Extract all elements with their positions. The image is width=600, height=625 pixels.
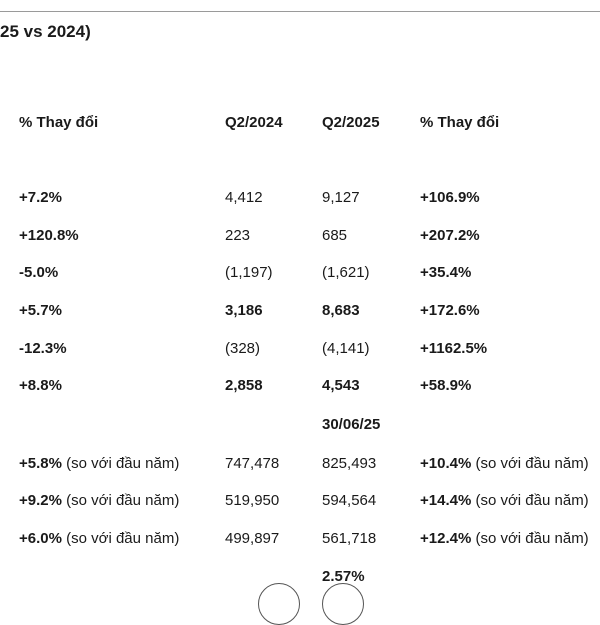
top-divider	[0, 11, 600, 12]
change-note: (so với đầu năm)	[475, 530, 589, 547]
table-title: 25 vs 2024)	[0, 22, 91, 41]
change-note: (so với đầu năm)	[475, 455, 589, 472]
table-cell: 223	[225, 227, 251, 244]
table-cell: (1,621)	[322, 264, 370, 281]
change-note: (so với đầu năm)	[66, 492, 180, 509]
table-cell: -12.3%	[19, 340, 67, 357]
table-cell: 9,127	[322, 189, 360, 206]
table-cell: +10.4% (so với đầu năm)	[420, 455, 589, 473]
table-cell: +7.2%	[19, 189, 62, 206]
table-cell: +6.0% (so với đầu năm)	[19, 530, 179, 548]
table-cell: (1,197)	[225, 264, 273, 281]
table-cell: +35.4%	[420, 264, 472, 281]
header-q2-2025: Q2/2025	[322, 114, 380, 131]
table-cell: 561,718	[322, 530, 377, 547]
table-cell: (4,141)	[322, 340, 370, 357]
header-q2-2024: Q2/2024	[225, 114, 283, 131]
table-cell: (328)	[225, 340, 261, 357]
table-cell: 4,412	[225, 189, 263, 206]
carousel-prev-button[interactable]	[258, 583, 300, 625]
table-cell: +9.2% (so với đầu năm)	[19, 492, 179, 510]
change-note: (so với đầu năm)	[66, 530, 180, 547]
change-value: +6.0%	[19, 530, 62, 547]
change-value: +5.8%	[19, 455, 62, 472]
table-cell: +120.8%	[19, 227, 79, 244]
table-cell: +1162.5%	[420, 340, 488, 357]
table-cell: 8,683	[322, 302, 360, 319]
date-label: 30/06/25	[322, 416, 381, 433]
table-cell: 594,564	[322, 492, 377, 509]
table-cell: -5.0%	[19, 264, 59, 281]
table-cell: +106.9%	[420, 189, 480, 206]
change-note: (so với đầu năm)	[66, 455, 180, 472]
table-cell: 4,543	[322, 377, 360, 394]
table-cell: 3,186	[225, 302, 263, 319]
table-cell: +207.2%	[420, 227, 480, 244]
table-cell: +5.8% (so với đầu năm)	[19, 455, 179, 473]
header-change-2: % Thay đổi	[420, 114, 500, 131]
change-value: +12.4%	[420, 530, 472, 547]
table-cell: +58.9%	[420, 377, 472, 394]
change-value: +9.2%	[19, 492, 62, 509]
table-cell: +172.6%	[420, 302, 480, 319]
carousel-next-button[interactable]	[322, 583, 364, 625]
table-cell: +8.8%	[19, 377, 62, 394]
table-cell: 499,897	[225, 530, 280, 547]
change-value: +10.4%	[420, 455, 472, 472]
change-note: (so với đầu năm)	[475, 492, 589, 509]
table-cell: 519,950	[225, 492, 280, 509]
table-cell: +14.4% (so với đầu năm)	[420, 492, 589, 510]
table-cell: 747,478	[225, 455, 280, 472]
footer-value: 2.57%	[322, 568, 365, 585]
header-change-1: % Thay đổi	[19, 114, 99, 131]
table-cell: 2,858	[225, 377, 263, 394]
change-value: +14.4%	[420, 492, 472, 509]
table-cell: +12.4% (so với đầu năm)	[420, 530, 589, 548]
table-cell: 685	[322, 227, 348, 244]
table-cell: 825,493	[322, 455, 377, 472]
table-cell: +5.7%	[19, 302, 62, 319]
